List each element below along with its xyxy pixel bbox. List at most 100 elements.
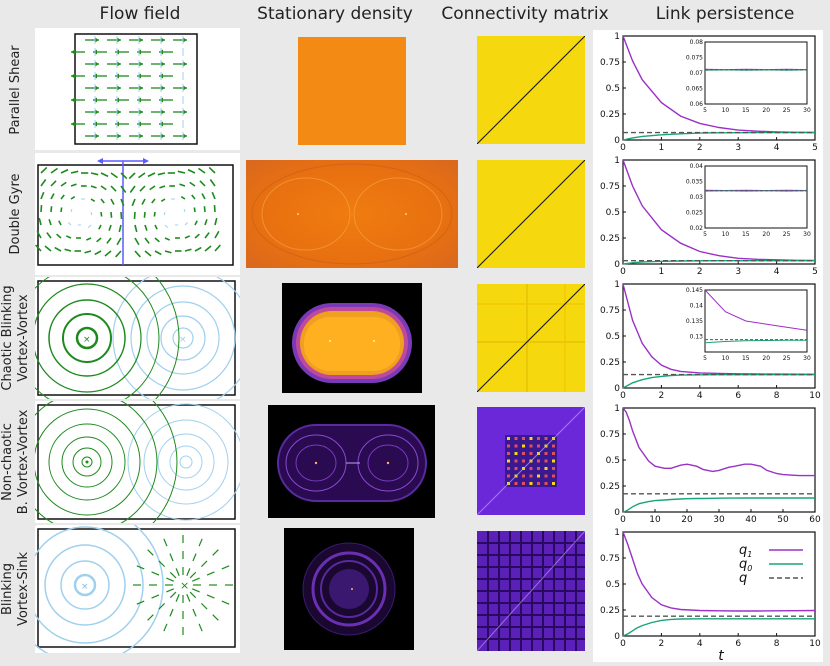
inset-y-tick-label: 0.035	[686, 179, 703, 186]
y-tick-label: 0.25	[600, 110, 620, 120]
matrix-cell	[522, 482, 525, 485]
x-tick-label: 0	[620, 391, 626, 401]
matrix-cell	[530, 445, 533, 448]
y-tick-label: 0.25	[600, 482, 620, 492]
matrix-cell	[545, 460, 548, 463]
x-tick-label: 0	[620, 267, 626, 277]
matrix-cell	[530, 452, 533, 455]
matrix-cell	[515, 445, 518, 448]
y-tick-label: 0.75	[600, 430, 620, 440]
row-label-line: Vortex-Vortex	[16, 294, 31, 381]
matrix-cell	[507, 467, 510, 470]
matrix-cell	[522, 437, 525, 440]
y-tick-label: 0.25	[600, 358, 620, 368]
inset-y-tick-label: 0.08	[690, 39, 704, 46]
header-link-persistence: Link persistence	[625, 4, 825, 24]
inset-y-tick-label: 0.07	[690, 70, 704, 77]
header-connectivity-matrix: Connectivity matrix	[435, 4, 615, 24]
y-tick-label: 1	[614, 32, 620, 42]
x-tick-label: 4	[774, 267, 780, 277]
x-tick-label: 5	[812, 143, 818, 153]
row-label-line: Parallel Shear	[8, 45, 23, 134]
x-tick-label: 6	[735, 391, 741, 401]
matrix-cell	[545, 467, 548, 470]
matrix-cell	[545, 482, 548, 485]
row-label-line: Double Gyre	[8, 173, 23, 254]
x-tick-label: 2	[659, 639, 665, 649]
y-tick-label: 0.75	[600, 58, 620, 68]
svg-text:×: ×	[81, 582, 89, 592]
inset-x-tick-label: 15	[742, 107, 750, 114]
inset-x-tick-label: 10	[722, 231, 730, 238]
flow-field-chaotic-vortex: × ×	[35, 277, 240, 399]
flow-arrow-icon	[214, 205, 215, 212]
connectivity-nonchaotic-vortex	[477, 407, 585, 515]
inset-x-tick-label: 5	[703, 107, 707, 114]
matrix-cell	[507, 475, 510, 478]
y-tick-label: 0.25	[600, 234, 620, 244]
matrix-cell	[515, 452, 518, 455]
x-tick-label: 2	[659, 391, 665, 401]
matrix-cell	[530, 467, 533, 470]
y-tick-label: 0.5	[606, 332, 620, 342]
matrix-cell	[552, 460, 555, 463]
matrix-cell	[515, 467, 518, 470]
matrix-cell	[515, 437, 518, 440]
flow-arrow-icon	[121, 212, 122, 219]
matrix-cell	[552, 467, 555, 470]
connectivity-double-gyre	[477, 160, 585, 268]
x-tick-label: 50	[777, 515, 789, 525]
x-tick-label: 2	[697, 267, 703, 277]
header-stationary-density: Stationary density	[240, 4, 430, 24]
matrix-cell	[522, 460, 525, 463]
matrix-cell	[522, 475, 525, 478]
y-tick-label: 0.75	[600, 554, 620, 564]
matrix-cell	[537, 437, 540, 440]
y-tick-label: 0.75	[600, 306, 620, 316]
x-tick-label: 3	[735, 143, 741, 153]
x-axis-label: t	[718, 648, 724, 662]
inset-frame	[705, 42, 807, 104]
row-label-line: Vortex-Sink	[16, 552, 31, 626]
inset-x-tick-label: 15	[742, 355, 750, 362]
inset-x-tick-label: 25	[783, 231, 791, 238]
matrix-cell	[552, 475, 555, 478]
x-tick-label: 30	[713, 515, 725, 525]
flow-arrow-icon	[154, 212, 155, 216]
flow-arrow-icon	[204, 206, 205, 212]
inset-x-tick-label: 5	[703, 355, 707, 362]
x-tick-label: 0	[620, 515, 626, 525]
x-tick-label: 10	[649, 515, 661, 525]
inset-x-tick-label: 30	[803, 355, 811, 362]
flow-arrow-icon	[61, 208, 62, 212]
flow-arrowhead-icon	[71, 50, 75, 55]
flow-arrow-icon	[51, 206, 52, 212]
x-tick-label: 8	[774, 391, 780, 401]
flow-arrowhead-icon	[71, 122, 75, 127]
flow-arrow-icon	[144, 212, 145, 218]
matrix-cell	[537, 482, 540, 485]
matrix-cell	[545, 475, 548, 478]
matrix-cell	[530, 475, 533, 478]
x-tick-label: 3	[735, 267, 741, 277]
plot-frame	[623, 408, 815, 512]
svg-text:×: ×	[180, 579, 189, 592]
density-chaotic-vortex	[282, 283, 422, 393]
inset-y-tick-label: 0.145	[686, 287, 703, 294]
flow-arrowhead-icon	[71, 98, 75, 103]
x-tick-label: 5	[812, 267, 818, 277]
matrix-cell	[522, 452, 525, 455]
inset-x-tick-label: 10	[722, 107, 730, 114]
matrix-cell	[507, 460, 510, 463]
x-tick-label: 1	[659, 267, 665, 277]
matrix-cell	[515, 460, 518, 463]
plot-frame	[623, 532, 815, 636]
connectivity-vortex-sink	[477, 531, 585, 651]
row-label-parallel-shear: Parallel Shear	[0, 28, 32, 152]
density-vortex-sink	[284, 528, 414, 650]
